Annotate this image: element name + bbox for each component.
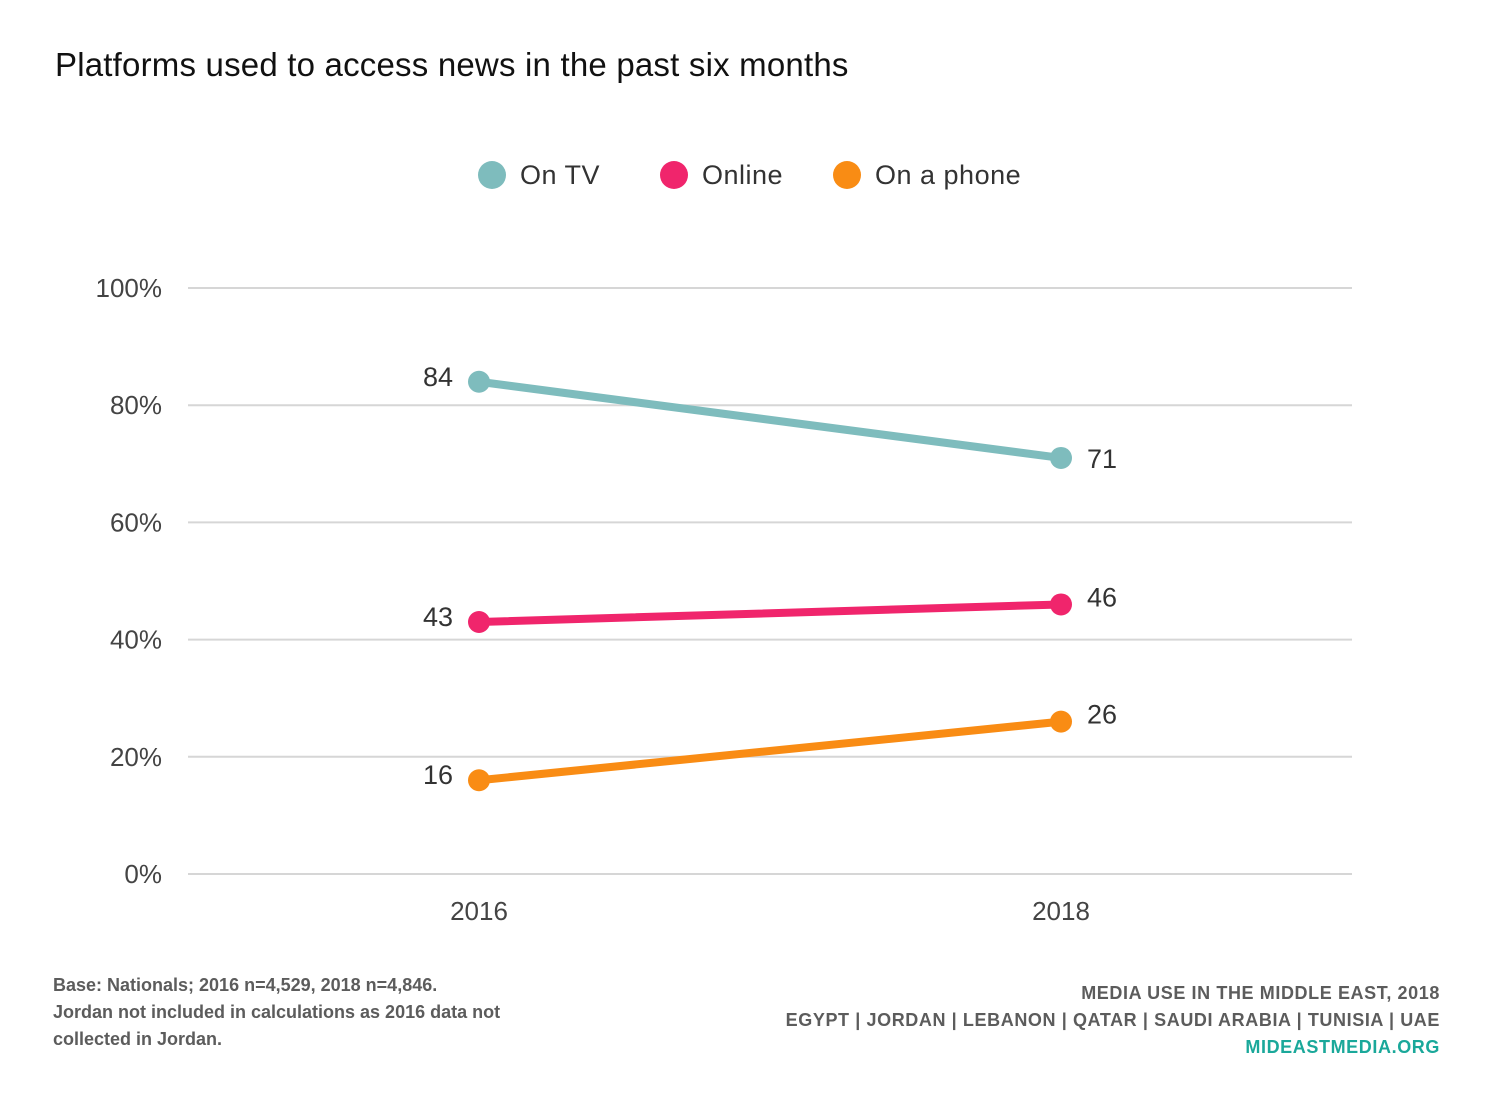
chart-title: Platforms used to access news in the pas…	[55, 46, 849, 83]
data-label-on-tv: 84	[423, 362, 453, 392]
line-chart: 0% 20% 40% 60% 80% 100% 2016 2018 84 71 43 46 16 26	[96, 273, 1352, 926]
legend-swatch-on-tv	[478, 161, 506, 189]
x-tick-label: 2018	[1032, 896, 1090, 926]
legend-swatch-on-a-phone	[833, 161, 861, 189]
footer-source-title: MEDIA USE IN THE MIDDLE EAST, 2018	[1081, 983, 1440, 1003]
y-tick-label: 100%	[96, 273, 163, 303]
footer-website-link[interactable]: MIDEASTMEDIA.ORG	[1245, 1037, 1440, 1057]
series-line-online	[475, 600, 1065, 627]
data-point-on-tv	[468, 370, 490, 393]
legend-label-online: Online	[702, 159, 784, 190]
footer-base-line: Base: Nationals; 2016 n=4,529, 2018 n=4,…	[53, 975, 438, 995]
footer-base-line: Jordan not included in calculations as 2…	[53, 1002, 501, 1022]
x-tick-label: 2016	[450, 896, 508, 926]
data-label-online: 43	[423, 602, 453, 632]
footer-base-line: collected in Jordan.	[53, 1029, 223, 1049]
legend-swatch-online	[660, 161, 688, 189]
data-point-on-a-phone	[1050, 710, 1072, 733]
legend-item-on-tv: On TV	[478, 155, 600, 195]
series-line-on-tv	[475, 377, 1065, 462]
data-label-on-a-phone: 16	[423, 760, 453, 790]
legend-item-on-a-phone: On a phone	[833, 155, 1021, 195]
footer-source: MEDIA USE IN THE MIDDLE EAST, 2018 EGYPT…	[786, 980, 1440, 1061]
y-tick-label: 60%	[110, 507, 162, 537]
data-point-on-a-phone	[468, 769, 490, 792]
legend-label-on-a-phone: On a phone	[875, 159, 1022, 190]
data-point-on-tv	[1050, 446, 1072, 469]
data-label-on-tv: 71	[1087, 444, 1117, 474]
legend: On TV Online On a phone	[0, 155, 1500, 195]
footer-base-note: Base: Nationals; 2016 n=4,529, 2018 n=4,…	[53, 972, 500, 1053]
data-point-online	[1050, 593, 1072, 616]
data-label-online: 46	[1087, 582, 1117, 612]
series-line-on-a-phone	[475, 717, 1065, 785]
y-tick-label: 20%	[110, 742, 162, 772]
y-tick-label: 0%	[124, 859, 162, 889]
legend-item-online: Online	[660, 155, 783, 195]
data-label-on-a-phone: 26	[1087, 700, 1117, 730]
y-tick-label: 40%	[110, 625, 162, 655]
data-point-online	[468, 611, 490, 634]
footer-countries: EGYPT | JORDAN | LEBANON | QATAR | SAUDI…	[785, 1010, 1440, 1030]
legend-label-on-tv: On TV	[520, 159, 601, 190]
y-tick-label: 80%	[110, 390, 162, 420]
